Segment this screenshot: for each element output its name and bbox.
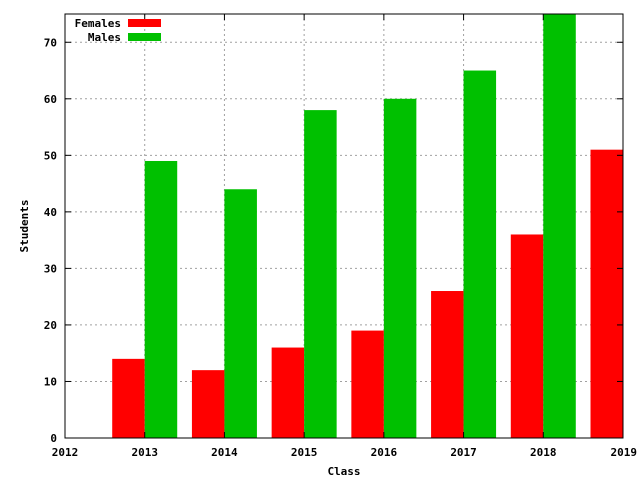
x-axis-title: Class — [327, 465, 360, 478]
y-tick-label: 60 — [44, 93, 57, 106]
bar-females-2017 — [431, 291, 464, 438]
bar-males-2018 — [543, 14, 576, 438]
bar-females-2016 — [351, 330, 384, 438]
tick-labels: 0 10 20 30 40 50 60 70 2012 2013 2014 2015 2016 2017 2… — [44, 14, 637, 459]
x-tick-label: 2017 — [450, 446, 477, 459]
bar-males-2017 — [463, 70, 497, 439]
legend-label-males: Males — [88, 31, 121, 44]
bar-females-2013 — [112, 358, 145, 438]
plot-frame — [64, 13, 624, 439]
bar-females-2015 — [271, 347, 305, 438]
y-axis-title: Students — [18, 200, 31, 253]
y-tick-label: 10 — [44, 375, 57, 388]
bar-males-2014 — [224, 189, 257, 438]
x-tick-label: 2018 — [530, 446, 557, 459]
bar-males-2015 — [304, 110, 337, 439]
x-tick-label: 2019 — [611, 446, 638, 459]
y-tick-label: 40 — [44, 206, 57, 219]
legend-swatch-males — [128, 33, 161, 41]
bar-females-2019 — [590, 149, 623, 438]
y-tick-label: 50 — [44, 149, 57, 162]
x-tick-label: 2013 — [131, 446, 158, 459]
x-tick-label: 2016 — [371, 446, 398, 459]
y-tick-label: 0 — [50, 432, 57, 445]
legend-label-females: Females — [75, 17, 121, 30]
x-tick-label: 2015 — [291, 446, 318, 459]
bar-males-2013 — [144, 160, 178, 438]
y-tick-label: 30 — [44, 262, 57, 275]
bars — [112, 14, 623, 439]
bar-males-2016 — [383, 98, 417, 439]
x-tick-label: 2012 — [52, 446, 79, 459]
y-tick-label: 20 — [44, 319, 57, 332]
bar-females-2014 — [191, 370, 225, 438]
y-tick-label: 70 — [44, 36, 57, 49]
legend-swatch-females — [128, 19, 161, 27]
x-tick-label: 2014 — [211, 446, 238, 459]
bar-females-2018 — [510, 234, 544, 438]
